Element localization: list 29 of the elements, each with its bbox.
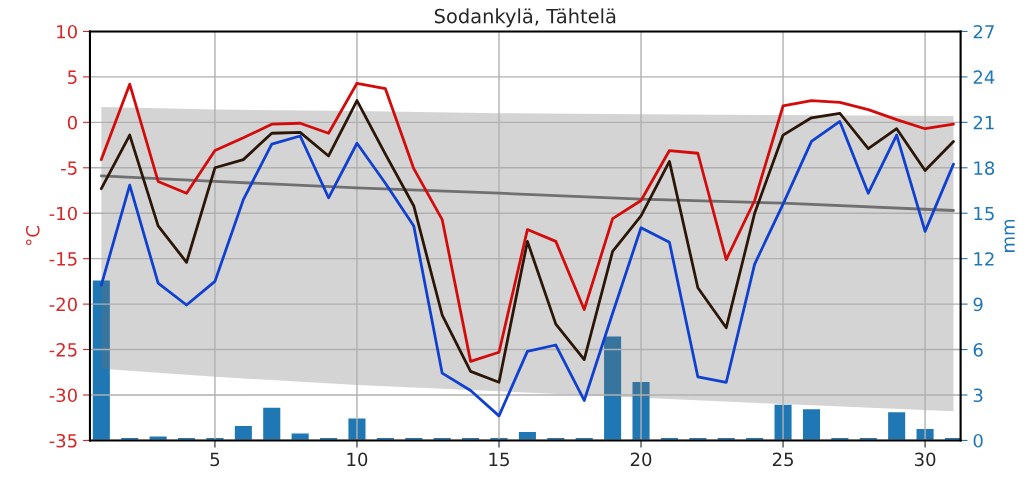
y2-tick-label: 24 — [973, 70, 995, 84]
x-tick-label: 30 — [914, 452, 936, 467]
y2-tick-label: 27 — [973, 24, 994, 39]
x-tick-label: 5 — [210, 452, 220, 467]
y2-tick-label: 15 — [974, 206, 994, 221]
x-tick-label: 10 — [347, 452, 368, 467]
y2-tick-label: 3 — [973, 388, 983, 403]
y-tick-label: -25 — [49, 343, 77, 357]
y2-tick-label: 12 — [974, 252, 994, 266]
y-tick-label: -5 — [61, 161, 77, 175]
y-tick-label: -30 — [49, 388, 77, 403]
y-tick-label: 0 — [67, 115, 77, 130]
x-tick-label: 20 — [630, 452, 652, 467]
y2-axis-title: mm — [1004, 219, 1015, 252]
y-tick-label: -10 — [49, 206, 77, 221]
y2-tick-label: 9 — [973, 297, 983, 312]
y-tick-label: -20 — [49, 297, 77, 312]
y2-tick-label: 21 — [973, 115, 994, 130]
y2-tick-label: 6 — [973, 343, 983, 357]
y-tick-label: -15 — [49, 252, 77, 266]
y2-tick-label: 0 — [973, 433, 983, 448]
x-tick-label: 25 — [772, 452, 793, 467]
x-tick-label: 15 — [489, 452, 509, 467]
y2-tick-label: 18 — [974, 161, 995, 175]
y-tick-label: 5 — [68, 70, 77, 85]
y-tick-label: -35 — [49, 433, 77, 448]
chart-title: Sodankylä, Tähtelä — [434, 8, 616, 28]
y-tick-label: 10 — [57, 24, 77, 39]
y-axis-title: °C — [25, 226, 40, 246]
